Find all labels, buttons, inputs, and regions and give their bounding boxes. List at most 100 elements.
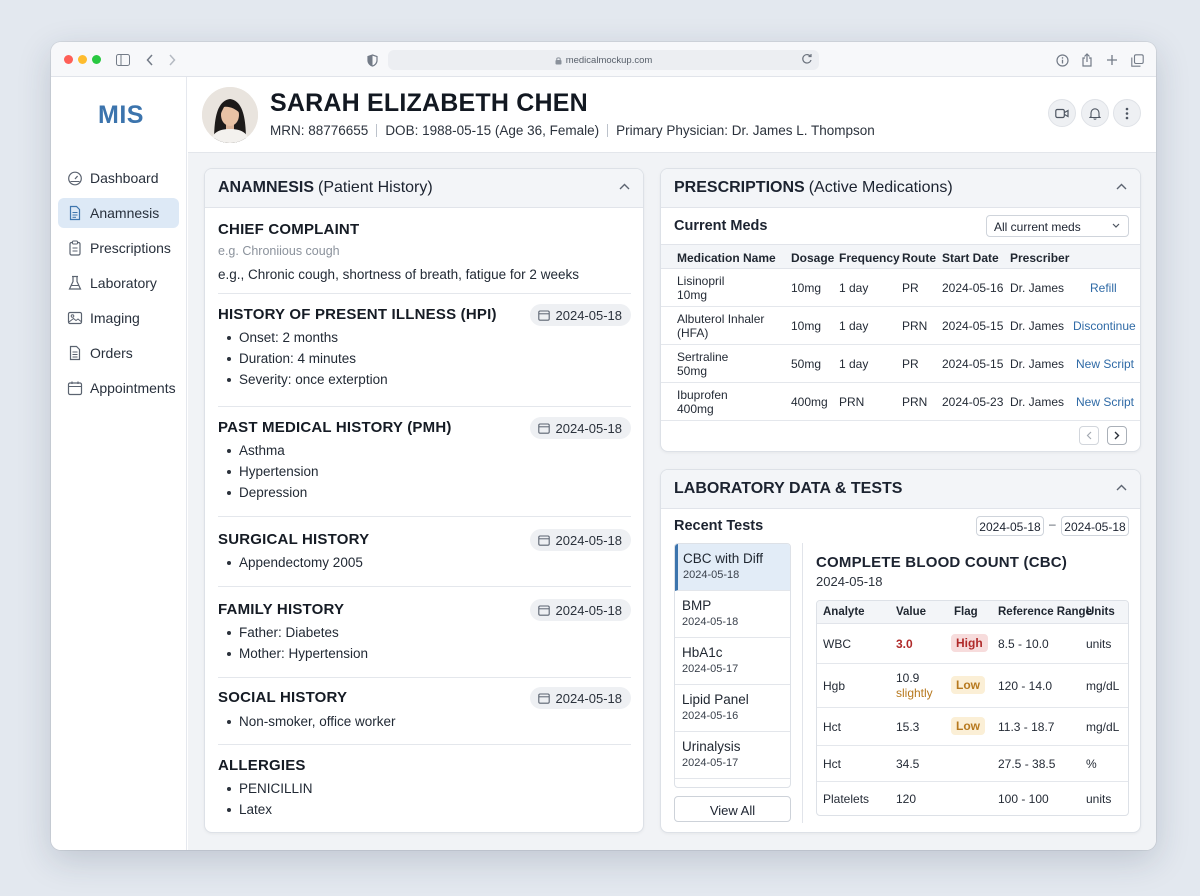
more-vertical-icon: [1125, 107, 1129, 120]
table-header-row: Medication Name Dosage Frequency Route S…: [661, 244, 1140, 269]
medication-strength: 50mg: [677, 364, 708, 378]
list-item[interactable]: CBC with Diff 2024-05-18: [675, 544, 790, 591]
section-title: SOCIAL HISTORY: [218, 689, 348, 706]
table-row[interactable]: Hct 34.5 27.5 - 38.5 %: [817, 746, 1128, 782]
date-badge[interactable]: 2024-05-18: [529, 304, 631, 326]
table-row[interactable]: Ibuprofen 400mg 400mg PRN PRN 2024-05-23…: [661, 383, 1140, 421]
list-item: Latex: [227, 802, 272, 817]
divider: [218, 516, 631, 517]
date-badge[interactable]: 2024-05-18: [529, 417, 631, 439]
table-row[interactable]: Hgb 10.9 slightly Low 120 - 14.0 mg/dL: [817, 664, 1128, 708]
date-badge[interactable]: 2024-05-18: [529, 599, 631, 621]
dosage: 400mg: [791, 395, 828, 409]
sidebar-item-laboratory[interactable]: Laboratory: [58, 268, 179, 298]
list-item: Hypertension: [227, 464, 319, 479]
list-item[interactable]: Urinalysis 2024-05-17: [675, 732, 790, 779]
table-row[interactable]: WBC 3.0 High 8.5 - 10.0 units: [817, 624, 1128, 664]
prescriptions-table: Medication Name Dosage Frequency Route S…: [661, 244, 1140, 421]
chevron-up-icon[interactable]: [1116, 484, 1127, 491]
sidebar-item-dashboard[interactable]: Dashboard: [58, 163, 179, 193]
minimize-window-button[interactable]: [78, 55, 87, 64]
close-window-button[interactable]: [64, 55, 73, 64]
chief-complaint-value[interactable]: e.g., Chronic cough, shortness of breath…: [218, 267, 579, 282]
test-detail-title: COMPLETE BLOOD COUNT (CBC): [816, 554, 1068, 571]
browser-toolbar: medicalmockup.com: [51, 42, 1156, 77]
patient-avatar: [202, 87, 258, 143]
test-name: BMP: [682, 598, 712, 613]
route: PRN: [902, 319, 928, 333]
date-badge[interactable]: 2024-05-18: [529, 687, 631, 709]
new-tab-icon[interactable]: [1104, 52, 1120, 68]
tabs-overview-icon[interactable]: [1129, 52, 1145, 68]
lock-icon: [555, 56, 562, 65]
chevron-down-icon: [1112, 223, 1120, 228]
date-to-input[interactable]: 2024-05-18: [1061, 516, 1129, 536]
anamnesis-card-header[interactable]: ANAMNESIS (Patient History): [205, 169, 643, 208]
laboratory-card: LABORATORY DATA & TESTS Recent Tests 202…: [660, 469, 1141, 833]
column-header: Units: [1086, 606, 1115, 618]
sidebar-item-anamnesis[interactable]: Anamnesis: [58, 198, 179, 228]
units: units: [1086, 792, 1112, 806]
sidebar-toggle-icon[interactable]: [115, 52, 131, 68]
next-page-button[interactable]: [1107, 426, 1127, 445]
prescriptions-card-header[interactable]: PRESCRIPTIONS (Active Medications): [661, 169, 1140, 208]
document-icon: [67, 205, 83, 221]
chevron-up-icon[interactable]: [619, 183, 630, 190]
notifications-button[interactable]: [1081, 99, 1109, 127]
info-icon[interactable]: [1054, 52, 1070, 68]
refill-link[interactable]: Refill: [1090, 281, 1117, 295]
share-icon[interactable]: [1079, 52, 1095, 68]
sidebar-item-appointments[interactable]: Appointments: [58, 373, 179, 403]
test-date: 2024-05-17: [682, 757, 739, 769]
column-header: Route: [902, 251, 936, 265]
table-row[interactable]: Sertraline 50mg 50mg 1 day PR 2024-05-15…: [661, 345, 1140, 383]
back-icon[interactable]: [142, 52, 158, 68]
discontinue-link[interactable]: Discontinue: [1073, 319, 1136, 333]
list-item: Severity: once exterption: [227, 372, 388, 387]
analyte: Platelets: [823, 792, 870, 806]
view-all-button[interactable]: View All: [674, 796, 791, 822]
privacy-shield-icon[interactable]: [364, 52, 380, 68]
chevron-up-icon[interactable]: [1116, 183, 1127, 190]
more-options-button[interactable]: [1113, 99, 1141, 127]
table-row[interactable]: Lisinopril 10mg 10mg 1 day PR 2024-05-16…: [661, 269, 1140, 307]
analyte: Hgb: [823, 679, 846, 693]
chief-complaint-placeholder[interactable]: e.g. Chroniious cough: [218, 244, 340, 258]
sidebar-item-prescriptions[interactable]: Prescriptions: [58, 233, 179, 263]
forward-icon[interactable]: [164, 52, 180, 68]
list-item[interactable]: BMP 2024-05-18: [675, 591, 790, 638]
result-value: 15.3: [896, 720, 920, 734]
column-header: Dosage: [791, 251, 835, 265]
sidebar: MIS Dashboard Anamnesis Prescriptions La…: [51, 77, 187, 850]
sidebar-item-imaging[interactable]: Imaging: [58, 303, 179, 333]
address-bar[interactable]: medicalmockup.com: [388, 50, 819, 70]
calendar-icon: [537, 309, 550, 321]
video-call-button[interactable]: [1048, 99, 1076, 127]
new-script-link[interactable]: New Script: [1076, 357, 1135, 371]
list-item[interactable]: HbA1c 2024-05-17: [675, 638, 790, 685]
list-item[interactable]: Lipid Panel 2024-05-16: [675, 685, 790, 732]
patient-meta: MRN: 88776655 DOB: 1988-05-15 (Age 36, F…: [270, 123, 875, 138]
meds-filter-select[interactable]: All current meds: [986, 215, 1129, 237]
sidebar-item-orders[interactable]: Orders: [58, 338, 179, 368]
previous-page-button[interactable]: [1079, 426, 1099, 445]
test-name: CBC with Diff: [683, 551, 764, 566]
result-value: 3.0: [896, 637, 913, 651]
calendar-icon: [67, 380, 83, 396]
divider: [218, 677, 631, 678]
new-script-link[interactable]: New Script: [1076, 395, 1135, 409]
table-row[interactable]: Albuterol Inhaler (HFA) 10mg 1 day PRN 2…: [661, 307, 1140, 345]
date-from-input[interactable]: 2024-05-18: [976, 516, 1044, 536]
zoom-window-button[interactable]: [92, 55, 101, 64]
table-row[interactable]: Platelets 120 100 - 100 units: [817, 782, 1128, 815]
laboratory-card-header[interactable]: LABORATORY DATA & TESTS: [661, 470, 1140, 509]
list-item: PENICILLIN: [227, 781, 313, 796]
table-row[interactable]: Hct 15.3 Low 11.3 - 18.7 mg/dL: [817, 708, 1128, 746]
route: PRN: [902, 395, 928, 409]
date-range-separator: –: [1049, 517, 1056, 531]
reload-icon[interactable]: [800, 52, 814, 66]
low-flag-badge: Low: [951, 717, 985, 735]
date-badge[interactable]: 2024-05-18: [529, 529, 631, 551]
medication-strength: 10mg: [677, 288, 708, 302]
frequency: 1 day: [839, 357, 869, 371]
